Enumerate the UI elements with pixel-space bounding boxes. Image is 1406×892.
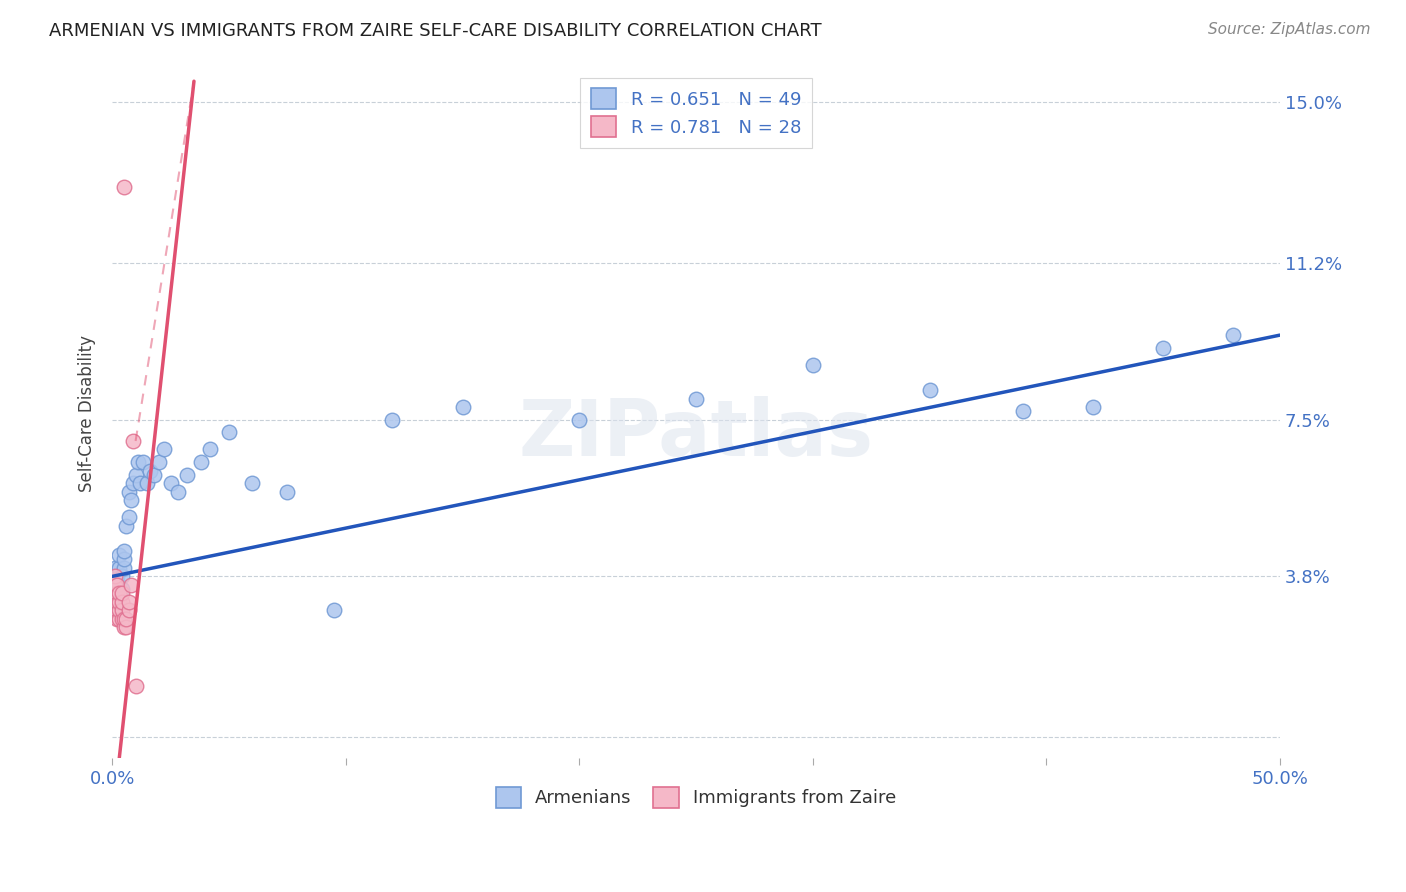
Point <box>108 591 131 605</box>
Point <box>918 383 941 397</box>
Point <box>103 586 125 600</box>
Point <box>110 582 132 596</box>
Point <box>103 569 125 583</box>
Point <box>148 455 170 469</box>
Point <box>120 493 142 508</box>
Point <box>117 603 139 617</box>
Point <box>152 442 174 457</box>
Point <box>1012 404 1035 418</box>
Point <box>108 603 131 617</box>
Point <box>110 612 132 626</box>
Point <box>112 612 135 626</box>
Point <box>568 413 591 427</box>
Point <box>115 612 138 626</box>
Point <box>451 400 474 414</box>
Point <box>112 620 135 634</box>
Legend: Armenians, Immigrants from Zaire: Armenians, Immigrants from Zaire <box>488 780 904 815</box>
Point <box>103 586 125 600</box>
Point <box>159 476 181 491</box>
Point <box>112 552 135 566</box>
Point <box>136 476 159 491</box>
Point <box>115 518 138 533</box>
Point <box>685 392 707 406</box>
Point <box>105 612 128 626</box>
Point <box>276 484 298 499</box>
Point <box>176 467 198 482</box>
Point <box>108 578 131 592</box>
Point <box>108 548 131 562</box>
Point <box>105 603 128 617</box>
Point <box>117 595 139 609</box>
Point <box>110 603 132 617</box>
Point <box>112 180 135 194</box>
Point <box>115 620 138 634</box>
Point <box>124 679 146 693</box>
Point <box>131 455 153 469</box>
Y-axis label: Self-Care Disability: Self-Care Disability <box>79 334 96 491</box>
Point <box>117 510 139 524</box>
Point <box>124 467 146 482</box>
Text: ARMENIAN VS IMMIGRANTS FROM ZAIRE SELF-CARE DISABILITY CORRELATION CHART: ARMENIAN VS IMMIGRANTS FROM ZAIRE SELF-C… <box>49 22 823 40</box>
Point <box>110 569 132 583</box>
Point <box>166 484 188 499</box>
Point <box>120 578 142 592</box>
Point <box>105 595 128 609</box>
Point <box>117 484 139 499</box>
Point <box>138 464 160 478</box>
Point <box>103 603 125 617</box>
Point <box>110 595 132 609</box>
Point <box>112 561 135 575</box>
Point <box>103 569 125 583</box>
Point <box>103 578 125 592</box>
Point <box>801 358 824 372</box>
Point <box>127 455 149 469</box>
Point <box>110 586 132 600</box>
Point <box>105 595 128 609</box>
Point <box>1081 400 1104 414</box>
Point <box>122 434 145 448</box>
Point <box>143 467 166 482</box>
Point <box>381 413 404 427</box>
Point <box>1152 341 1174 355</box>
Point <box>1222 328 1244 343</box>
Point <box>108 586 131 600</box>
Point <box>218 425 240 440</box>
Point <box>103 561 125 575</box>
Point <box>105 569 128 583</box>
Point <box>112 544 135 558</box>
Point <box>108 595 131 609</box>
Point <box>190 455 212 469</box>
Text: ZIPatlas: ZIPatlas <box>519 396 873 472</box>
Point <box>108 612 131 626</box>
Point <box>129 476 152 491</box>
Point <box>105 586 128 600</box>
Point <box>105 582 128 596</box>
Point <box>103 595 125 609</box>
Point <box>122 476 145 491</box>
Point <box>103 578 125 592</box>
Point <box>240 476 263 491</box>
Point <box>108 561 131 575</box>
Point <box>105 578 128 592</box>
Text: Source: ZipAtlas.com: Source: ZipAtlas.com <box>1208 22 1371 37</box>
Point <box>200 442 222 457</box>
Point <box>323 603 346 617</box>
